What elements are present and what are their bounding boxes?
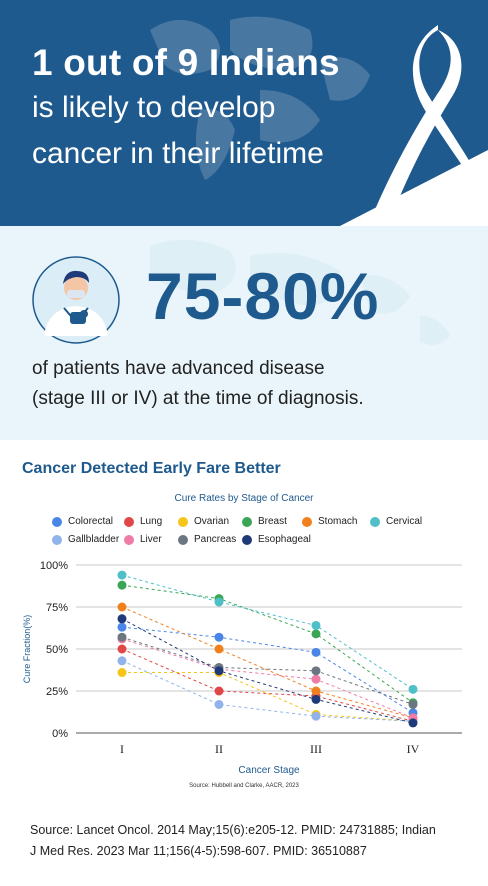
legend-marker	[124, 534, 134, 545]
series-line-lung	[121, 648, 414, 722]
world-map-icon	[150, 239, 450, 345]
data-point-stomach	[214, 644, 224, 654]
data-point-ovarian	[117, 668, 127, 678]
source-line-2: J Med Res. 2023 Mar 11;156(4-5):598-607.…	[30, 844, 367, 858]
legend-marker	[178, 534, 188, 545]
legend-item-cervical: Cervical	[370, 516, 422, 527]
series-line-pancreas	[121, 636, 414, 705]
data-point-esophageal	[117, 614, 127, 624]
legend-item-stomach: Stomach	[302, 516, 357, 527]
legend-item-breast: Breast	[242, 516, 287, 527]
x-tick-label: III	[310, 742, 322, 756]
data-point-stomach	[311, 686, 321, 696]
data-point-pancreas	[117, 632, 127, 642]
legend-marker	[178, 516, 188, 527]
doctor-avatar-icon	[32, 256, 120, 344]
data-point-esophageal	[408, 718, 418, 728]
legend-marker	[52, 516, 62, 527]
headline-line-3: cancer in their lifetime	[32, 137, 324, 170]
headline-line-1: 1 out of 9 Indians	[32, 42, 340, 83]
legend-item-pancreas: Pancreas	[178, 534, 236, 545]
legend-label: Lung	[140, 516, 163, 527]
legend-marker	[302, 516, 312, 527]
legend-label: Ovarian	[194, 516, 230, 527]
chart-title: Cancer Detected Early Fare Better	[22, 460, 281, 477]
legend-item-liver: Liver	[124, 534, 162, 545]
legend-marker	[52, 534, 62, 545]
data-point-gallbladder	[214, 699, 224, 709]
source-line-1: Source: Lancet Oncol. 2014 May;15(6):e20…	[30, 823, 436, 837]
legend-label: Cervical	[386, 516, 423, 527]
x-tick-label: I	[120, 742, 124, 756]
legend-marker	[242, 534, 252, 545]
data-point-lung	[214, 686, 224, 696]
data-point-esophageal	[311, 694, 321, 704]
x-axis-label: Cancer Stage	[238, 765, 300, 776]
world-map-icon	[150, 16, 370, 180]
y-axis-label: Cure Fraction(%)	[22, 615, 32, 684]
series-line-liver	[121, 638, 414, 719]
x-tick-label: IV	[407, 742, 420, 756]
stat-value: 75-80%	[146, 259, 380, 333]
legend-label: Colorectal	[68, 516, 114, 527]
headline-line-2: is likely to develop	[32, 91, 276, 124]
y-tick-label: 25%	[46, 686, 68, 698]
legend-item-esophageal: Esophageal	[242, 534, 311, 545]
data-point-cervical	[117, 570, 127, 580]
series-line-colorectal	[121, 626, 414, 714]
series-line-gallbladder	[121, 660, 414, 722]
data-point-breast	[311, 629, 321, 639]
awareness-ribbon-icon	[368, 25, 488, 226]
chart-source-note: Source: Hubbell and Clarke, AACR, 2023	[189, 783, 299, 789]
data-point-cervical	[408, 684, 418, 694]
legend-marker	[242, 516, 252, 527]
chart-legend: Colorectal Lung Ovarian Breast Stomach Cervic…	[0, 512, 488, 552]
y-tick-label: 100%	[40, 560, 68, 572]
legend-item-gallbladder: Gallbladder	[52, 534, 119, 545]
y-tick-label: 50%	[46, 644, 68, 656]
headline: 1 out of 9 Indians is likely to develop …	[32, 42, 340, 176]
data-point-stomach	[117, 602, 127, 612]
series-line-cervical	[121, 574, 414, 690]
headline-banner: 1 out of 9 Indians is likely to develop …	[0, 0, 488, 226]
stat-section: 75-80% of patients have advanced disease…	[0, 226, 488, 440]
data-point-colorectal	[117, 622, 127, 632]
stat-line-1: of patients have advanced disease	[32, 358, 325, 379]
data-point-gallbladder	[117, 656, 127, 666]
series-line-esophageal	[121, 618, 414, 724]
data-point-pancreas	[408, 699, 418, 709]
legend-marker	[124, 516, 134, 527]
series-line-breast	[121, 584, 414, 704]
data-point-breast	[117, 580, 127, 590]
data-point-lung	[117, 644, 127, 654]
data-point-colorectal	[311, 647, 321, 657]
data-point-esophageal	[214, 666, 224, 676]
series-line-stomach	[121, 606, 414, 719]
data-point-gallbladder	[311, 711, 321, 721]
data-point-cervical	[311, 620, 321, 630]
legend-label: Breast	[258, 516, 287, 527]
legend-label: Liver	[140, 534, 162, 545]
source-citation: Source: Lancet Oncol. 2014 May;15(6):e20…	[30, 820, 470, 862]
x-tick-label: II	[215, 742, 223, 756]
data-point-colorectal	[214, 632, 224, 642]
chart-subtitle: Cure Rates by Stage of Cancer	[174, 493, 314, 504]
legend-label: Pancreas	[194, 534, 237, 545]
legend-item-colorectal: Colorectal	[52, 516, 113, 527]
data-point-cervical	[214, 597, 224, 607]
stat-line-2: (stage III or IV) at the time of diagnos…	[32, 388, 364, 409]
series-line-ovarian	[122, 672, 414, 722]
legend-marker	[370, 516, 380, 527]
legend-item-ovarian: Ovarian	[178, 516, 229, 527]
legend-item-lung: Lung	[124, 516, 162, 527]
legend-label: Gallbladder	[68, 534, 120, 545]
y-tick-label: 0%	[52, 728, 68, 740]
y-tick-label: 75%	[46, 602, 68, 614]
data-point-pancreas	[311, 666, 321, 676]
data-point-liver	[311, 674, 321, 684]
legend-label: Esophageal	[258, 534, 311, 545]
legend-label: Stomach	[318, 516, 358, 527]
